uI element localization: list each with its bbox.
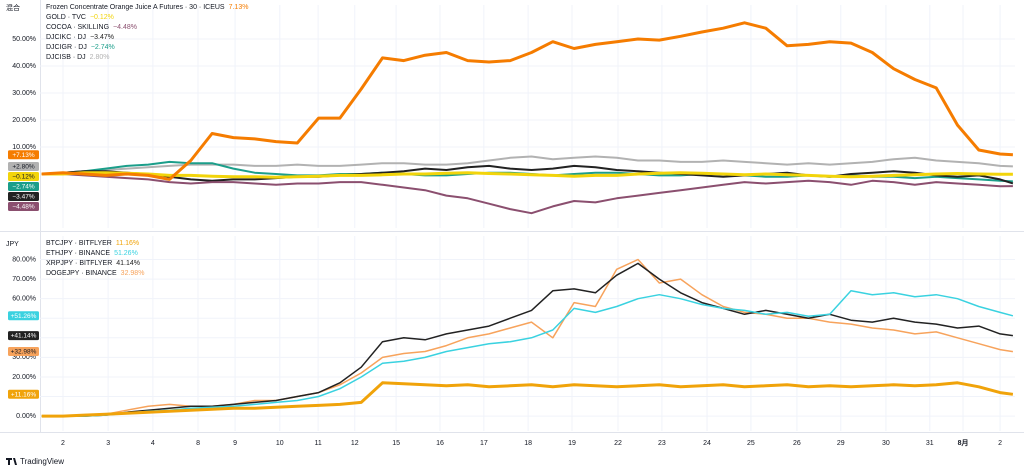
series-line xyxy=(41,290,1014,417)
price-badge-label: +11.16% xyxy=(11,391,37,398)
series-line xyxy=(41,164,1014,185)
y-tick-label: 30.00% xyxy=(12,354,36,361)
overlay: Frozen Concentrate Orange Juice A Future… xyxy=(8,4,248,211)
y-tick-label: 30.00% xyxy=(12,90,36,97)
legend-name: BTCJPY · BITFLYER xyxy=(46,240,112,247)
price-badge-label: +7.13% xyxy=(12,152,34,159)
legend-name: DOGEJPY · BINANCE xyxy=(46,270,117,277)
x-tick-label: 15 xyxy=(392,440,400,447)
series-line xyxy=(41,155,1013,175)
x-tick-label: 18 xyxy=(524,440,532,447)
price-badge-label: +2.80% xyxy=(12,163,34,170)
x-tick-label: 26 xyxy=(793,440,801,447)
x-tick-label: 9 xyxy=(233,440,237,447)
grid: 10.00% 20.00% 30.00% 40.00% 50.00% xyxy=(12,5,1015,228)
legend-value: −2.74% xyxy=(91,44,115,51)
branding: TradingView xyxy=(6,457,64,466)
y-tick-label: 60.00% xyxy=(12,295,36,302)
x-tick-label: 11 xyxy=(315,440,322,447)
x-tick-label: 19 xyxy=(568,440,576,447)
price-badge xyxy=(8,171,39,181)
pane-unit-label: 混合 xyxy=(6,3,20,12)
price-badge xyxy=(8,181,39,191)
x-tick-label: 8 xyxy=(196,440,200,447)
series-line xyxy=(41,171,1013,179)
y-tick-label: 0.00% xyxy=(16,413,36,420)
x-tick-label: 12 xyxy=(351,440,359,447)
x-tick-label: 29 xyxy=(837,440,845,447)
x-tick-label: 24 xyxy=(703,440,711,447)
legend-name: DJCISB · DJ xyxy=(46,54,86,61)
price-badge xyxy=(8,150,39,160)
price-badge xyxy=(8,331,39,341)
y-tick-label: 40.00% xyxy=(12,63,36,70)
x-tick-label: 2 xyxy=(998,440,1002,447)
price-badge xyxy=(8,311,39,321)
y-tick-label: 50.00% xyxy=(12,36,36,43)
legend-value: 41.14% xyxy=(116,260,140,267)
x-tick-label: 31 xyxy=(926,440,934,447)
price-badge xyxy=(8,389,39,399)
price-badge-label: −4.48% xyxy=(12,203,34,210)
x-tick-label: 3 xyxy=(106,440,110,447)
y-tick-label: 80.00% xyxy=(12,256,36,263)
x-tick-label: 30 xyxy=(882,440,890,447)
x-tick-label: 8月 xyxy=(958,439,969,447)
legend-value: −0.12% xyxy=(90,14,114,21)
price-badge xyxy=(8,201,39,211)
pane-unit-label: JPY xyxy=(6,241,19,248)
price-badge-label: −3.47% xyxy=(12,193,34,200)
price-badge xyxy=(8,161,39,171)
x-tick-label: 4 xyxy=(151,440,155,447)
legend-value: 51.26% xyxy=(114,250,138,257)
price-badge-label: −2.74% xyxy=(12,183,34,190)
legend-value: 11.16% xyxy=(116,240,139,247)
legend-value: −4.48% xyxy=(113,24,137,31)
series-line xyxy=(41,173,1013,215)
legend-name: ETHJPY · BINANCE xyxy=(46,250,110,257)
overlay: 2 3 4 8 9 10 11 12 15 16 17 18 19 22 23 24 25 26 29 30 31 8月 2… xyxy=(8,240,1002,447)
legend-value: −3.47% xyxy=(90,34,114,41)
price-badge xyxy=(8,347,39,357)
price-badge-label: +51.26% xyxy=(11,313,37,320)
legend-name: Frozen Concentrate Orange Juice A Future… xyxy=(46,4,225,11)
legend-name: DJCIGR · DJ xyxy=(46,44,87,51)
legend-name: COCOA · SKILLING xyxy=(46,24,109,31)
series-line xyxy=(41,21,1013,181)
legend-value: 32.98% xyxy=(121,270,145,277)
price-badge-label: +32.98% xyxy=(11,349,37,356)
legend-value: 7.13% xyxy=(229,4,249,11)
legend-value: 2.80% xyxy=(90,54,110,61)
y-tick-label: 20.00% xyxy=(12,117,36,124)
price-badge-label: −0.12% xyxy=(12,173,34,180)
x-tick-label: 16 xyxy=(436,440,444,447)
x-tick-label: 22 xyxy=(614,440,622,447)
lines xyxy=(41,258,1014,418)
series-line xyxy=(41,262,1013,417)
price-badge-label: +41.14% xyxy=(11,333,37,340)
x-tick-label: 10 xyxy=(276,440,284,447)
y-tick-label: 10.00% xyxy=(12,144,36,151)
lines xyxy=(41,21,1014,215)
logo xyxy=(6,458,17,465)
x-tick-label: 23 xyxy=(658,440,666,447)
legend-name: GOLD · TVC xyxy=(46,14,86,21)
price-badge xyxy=(8,191,39,201)
y-tick-label: 70.00% xyxy=(12,276,36,283)
grid: 0.00%10.00%20.00%30.00%40.00%50.00%60.00… xyxy=(12,236,1015,431)
series-line xyxy=(41,381,1014,418)
legend-name: DJCIKC · DJ xyxy=(46,34,86,41)
y-tick-label: 20.00% xyxy=(12,374,36,381)
legend-name: XRPJPY · BITFLYER xyxy=(46,260,112,267)
x-tick-label: 17 xyxy=(480,440,488,447)
brand-name: TradingView xyxy=(20,457,64,466)
x-tick-label: 25 xyxy=(747,440,755,447)
x-tick-label: 2 xyxy=(61,440,65,447)
